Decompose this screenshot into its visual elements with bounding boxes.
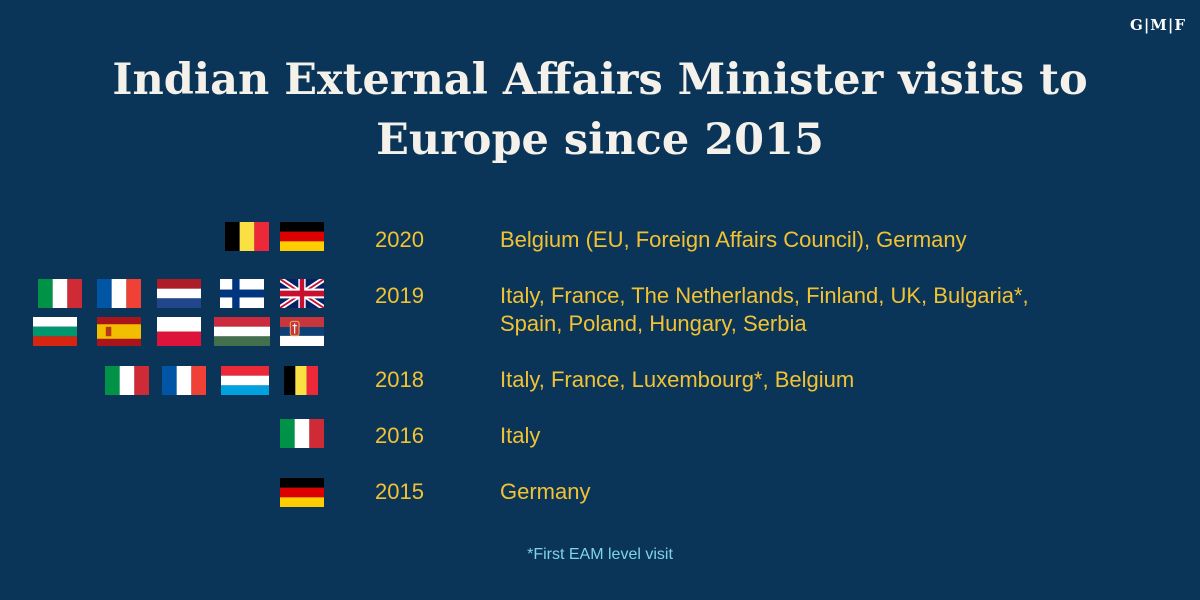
germany-flag (280, 222, 324, 251)
luxembourg-flag (221, 366, 269, 395)
visit-year: 2019 (375, 283, 424, 308)
visit-countries: Germany (500, 479, 591, 504)
visit-year: 2018 (375, 367, 424, 392)
italy-flag (105, 366, 149, 395)
title-line-1: Indian External Affairs Minister visits … (112, 55, 1088, 105)
visit-countries: Belgium (EU, Foreign Affairs Council), G… (500, 227, 967, 252)
visit-year: 2015 (375, 479, 424, 504)
visit-countries: Italy (500, 423, 541, 448)
france-flag (97, 279, 141, 308)
france-flag (162, 366, 206, 395)
belgium-flag (225, 222, 269, 251)
visit-countries-line-1: Italy, France, The Netherlands, Finland,… (500, 283, 1029, 308)
bulgaria-flag (33, 317, 77, 346)
finland-flag (220, 279, 264, 308)
hungary-flag (214, 317, 270, 346)
visit-countries: Italy, France, Luxembourg*, Belgium (500, 367, 855, 392)
footnote: *First EAM level visit (527, 546, 673, 563)
netherlands-flag (157, 279, 201, 308)
germany-flag (280, 478, 324, 507)
poland-flag (157, 317, 201, 346)
italy-flag (280, 419, 324, 448)
italy-flag (38, 279, 82, 308)
visit-countries: Italy, France, The Netherlands, Finland,… (500, 282, 1140, 338)
uk-flag (280, 279, 324, 308)
belgium-flag (284, 366, 318, 395)
serbia-flag (280, 317, 324, 346)
visit-year: 2016 (375, 423, 424, 448)
page-title: Indian External Affairs Minister visits … (0, 50, 1200, 170)
gmf-logo: G|M|F (1130, 16, 1186, 34)
visit-countries-line-2: Spain, Poland, Hungary, Serbia (500, 311, 807, 336)
title-line-2: Europe since 2015 (376, 115, 824, 165)
spain-flag (97, 317, 141, 346)
visit-year: 2020 (375, 227, 424, 252)
